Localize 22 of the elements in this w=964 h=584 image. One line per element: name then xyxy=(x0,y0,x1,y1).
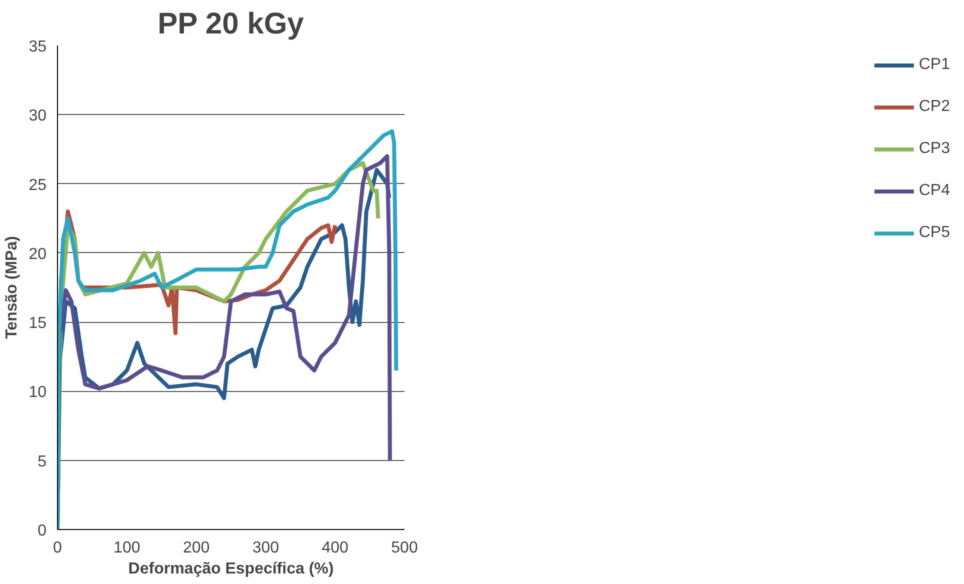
y-tick-label: 25 xyxy=(28,176,47,194)
legend-label: CP5 xyxy=(918,224,950,242)
x-tick-label: 100 xyxy=(114,540,140,556)
x-tick-label: 200 xyxy=(182,540,210,556)
y-axis-title: Tensão (MPa) xyxy=(4,236,21,339)
x-tick-label: 0 xyxy=(53,540,62,556)
y-tick-label: 20 xyxy=(28,246,47,263)
x-tick-label: 400 xyxy=(322,540,349,556)
y-tick-label: 30 xyxy=(28,108,47,125)
chart-title: PP 20 kGy xyxy=(158,8,304,40)
x-tick-label: 500 xyxy=(391,540,418,556)
y-tick-label: 35 xyxy=(28,38,47,56)
x-axis-title: Deformação Específica (%) xyxy=(128,560,334,578)
legend-label: CP2 xyxy=(918,98,950,116)
y-tick-label: 5 xyxy=(38,453,47,470)
legend-label: CP1 xyxy=(918,56,950,74)
x-tick-label: 300 xyxy=(252,540,280,556)
y-tick-label: 10 xyxy=(28,384,47,402)
legend-label: CP4 xyxy=(918,182,950,200)
legend-label: CP3 xyxy=(918,140,950,158)
y-tick-label: 0 xyxy=(38,522,47,540)
y-tick-label: 15 xyxy=(28,315,47,332)
